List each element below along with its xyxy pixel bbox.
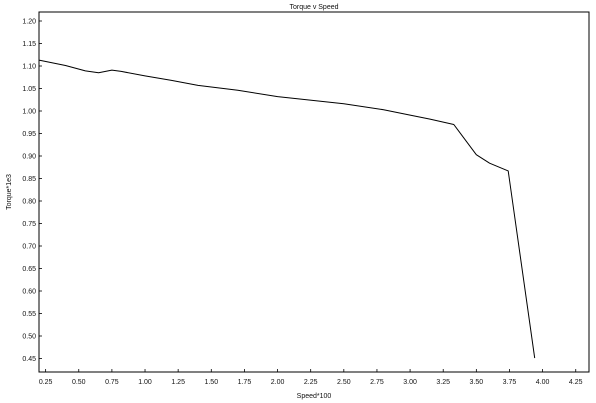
x-tick-label: 0.50 xyxy=(72,379,86,386)
x-tick-label: 2.25 xyxy=(304,379,318,386)
x-axis-label: Speed*100 xyxy=(297,393,332,400)
x-tick-label: 3.00 xyxy=(403,379,417,386)
y-tick-label: 0.80 xyxy=(22,199,36,206)
y-tick-label: 0.60 xyxy=(22,289,36,296)
x-tick-label: 2.00 xyxy=(271,379,285,386)
y-tick-label: 0.45 xyxy=(22,356,36,363)
x-tick-label: 3.75 xyxy=(503,379,517,386)
x-tick-label: 2.75 xyxy=(370,379,384,386)
y-tick-label: 0.95 xyxy=(22,131,36,138)
x-tick-label: 3.25 xyxy=(436,379,450,386)
y-axis-label: Torque*1e3 xyxy=(6,174,13,210)
chart-title: Torque v Speed xyxy=(289,4,338,11)
x-tick-label: 1.25 xyxy=(171,379,185,386)
y-tick-label: 0.50 xyxy=(22,334,36,341)
x-tick-label: 1.50 xyxy=(204,379,218,386)
x-tick-label: 3.50 xyxy=(470,379,484,386)
y-tick-label: 0.85 xyxy=(22,176,36,183)
x-tick-label: 2.50 xyxy=(337,379,351,386)
y-tick-label: 0.55 xyxy=(22,311,36,318)
y-tick-label: 1.00 xyxy=(22,109,36,116)
y-tick-label: 0.75 xyxy=(22,221,36,228)
x-tick-label: 0.25 xyxy=(39,379,53,386)
x-tick-label: 0.75 xyxy=(105,379,119,386)
x-tick-label: 4.25 xyxy=(569,379,583,386)
y-axis-ticks: 1.20 1.15 1.10 1.05 1.00 0.95 0.90 0.85 0.80 0.75… xyxy=(22,19,42,363)
x-axis-ticks: 0.25 0.50 0.75 1.00 1.25 1.50 1.75 2.00 2.25 2.50… xyxy=(39,369,583,386)
y-tick-label: 1.05 xyxy=(22,86,36,93)
y-tick-label: 0.90 xyxy=(22,154,36,161)
y-tick-label: 0.70 xyxy=(22,244,36,251)
series-layer xyxy=(38,59,536,359)
plot-frame xyxy=(38,11,590,373)
y-tick-label: 1.20 xyxy=(22,19,36,26)
y-tick-label: 1.15 xyxy=(22,41,36,48)
x-tick-label: 4.00 xyxy=(536,379,550,386)
y-tick-label: 0.65 xyxy=(22,266,36,273)
x-tick-label: 1.00 xyxy=(138,379,152,386)
x-tick-label: 1.75 xyxy=(238,379,252,386)
y-tick-label: 1.10 xyxy=(22,64,36,71)
torque-series-line xyxy=(38,59,536,359)
